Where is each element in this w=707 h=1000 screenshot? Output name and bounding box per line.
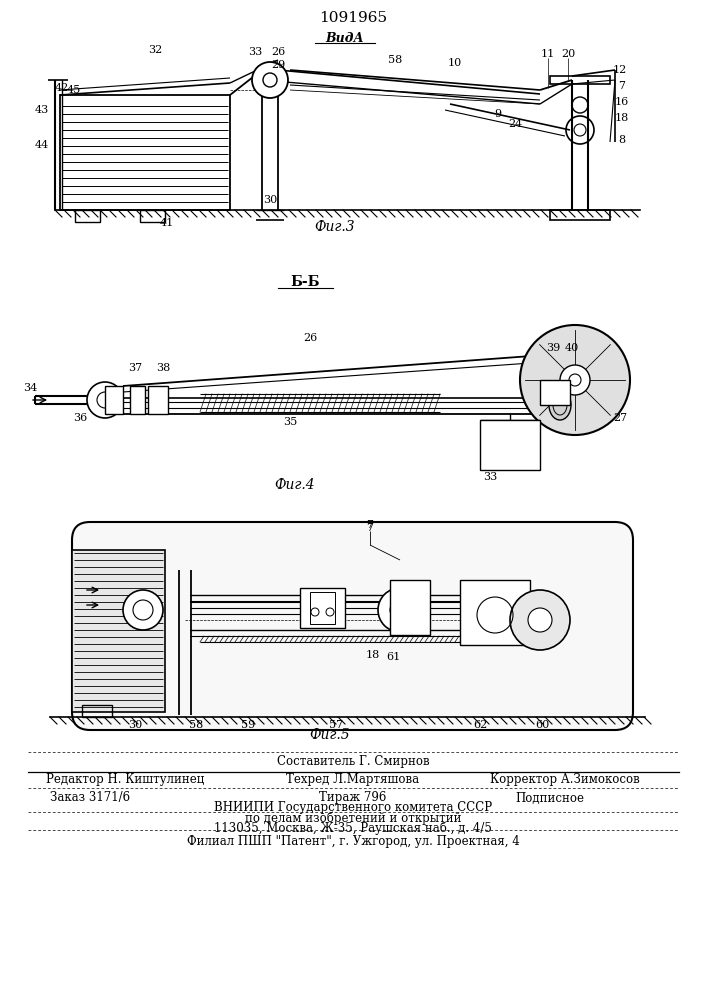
Circle shape [378,588,422,632]
Text: Составитель Г. Смирнов: Составитель Г. Смирнов [276,756,429,768]
Text: 12: 12 [613,65,627,75]
Text: 35: 35 [283,417,297,427]
Text: 39: 39 [546,343,560,353]
Text: 38: 38 [156,363,170,373]
Text: 45: 45 [67,85,81,95]
Text: 29: 29 [271,60,285,70]
Bar [140,210,165,222]
Text: 26: 26 [271,47,285,57]
Text: 62: 62 [473,720,487,730]
Text: 42: 42 [55,83,69,93]
Text: 37: 37 [128,363,142,373]
Circle shape [520,325,630,435]
Bar [460,580,530,645]
Text: ВидА: ВидА [326,31,364,44]
Text: 27: 27 [613,413,627,423]
Text: 44: 44 [35,140,49,150]
Text: 34: 34 [23,383,37,393]
Text: 59: 59 [241,720,255,730]
Text: Б-Б: Б-Б [291,275,320,289]
Text: Корректор А.Зимокосов: Корректор А.Зимокосов [490,774,640,786]
Text: 58: 58 [388,55,402,65]
Text: 26: 26 [303,333,317,343]
Text: 7: 7 [619,81,626,91]
Bar [148,386,168,414]
Ellipse shape [549,390,571,420]
Text: 30: 30 [128,720,142,730]
Bar [72,550,165,712]
Text: 57: 57 [329,720,343,730]
Text: 58: 58 [189,720,203,730]
Text: 20: 20 [561,49,575,59]
Bar [550,76,610,84]
Text: 36: 36 [73,413,87,423]
Circle shape [252,62,288,98]
Text: 113035, Москва, Ж-35, Раушская наб., д. 4/5: 113035, Москва, Ж-35, Раушская наб., д. … [214,821,492,835]
Text: 16: 16 [615,97,629,107]
Text: Фиг.5: Фиг.5 [310,728,350,742]
Bar [75,210,100,222]
Text: 9: 9 [494,109,501,119]
Text: 33: 33 [483,472,497,482]
Text: 11: 11 [541,49,555,59]
Circle shape [560,365,590,395]
Text: 61: 61 [386,652,400,662]
FancyBboxPatch shape [72,522,633,730]
Text: Фиг.3: Фиг.3 [315,220,356,234]
Text: Подписное: Подписное [515,792,585,804]
Bar [60,95,230,210]
Bar [130,386,145,414]
Text: 7: 7 [366,520,373,530]
Bar [310,592,335,624]
Text: 1091965: 1091965 [319,11,387,25]
Text: 24: 24 [508,119,522,129]
Bar [105,386,123,414]
Bar [550,210,610,220]
Text: 18: 18 [366,650,380,660]
Text: 30: 30 [263,195,277,205]
Text: 33: 33 [248,47,262,57]
Circle shape [510,590,570,650]
Bar [300,588,345,628]
Circle shape [123,590,163,630]
Text: Тираж 796: Тираж 796 [320,792,387,804]
Text: 43: 43 [35,105,49,115]
Text: Заказ 3171/6: Заказ 3171/6 [50,792,130,804]
Text: ВНИИПИ Государственного комитета СССР: ВНИИПИ Государственного комитета СССР [214,802,492,814]
Bar [82,705,112,717]
Circle shape [528,608,552,632]
Text: 60: 60 [535,720,549,730]
Text: 41: 41 [160,218,174,228]
Text: Редактор Н. Киштулинец: Редактор Н. Киштулинец [46,774,204,786]
Text: Техред Л.Мартяшова: Техред Л.Мартяшова [286,774,419,786]
Text: Фиг.4: Фиг.4 [275,478,315,492]
Text: 40: 40 [565,343,579,353]
Bar [480,420,540,470]
Text: 10: 10 [448,58,462,68]
Text: по делам изобретений и открытий: по делам изобретений и открытий [245,811,461,825]
Text: 8: 8 [619,135,626,145]
Text: 7: 7 [366,523,373,533]
Bar [540,380,570,405]
Text: 32: 32 [148,45,162,55]
Text: 18: 18 [615,113,629,123]
Bar [390,580,430,635]
Text: Филиал ПШП "Патент", г. Ужгород, ул. Проектная, 4: Филиал ПШП "Патент", г. Ужгород, ул. Про… [187,836,520,848]
Circle shape [87,382,123,418]
